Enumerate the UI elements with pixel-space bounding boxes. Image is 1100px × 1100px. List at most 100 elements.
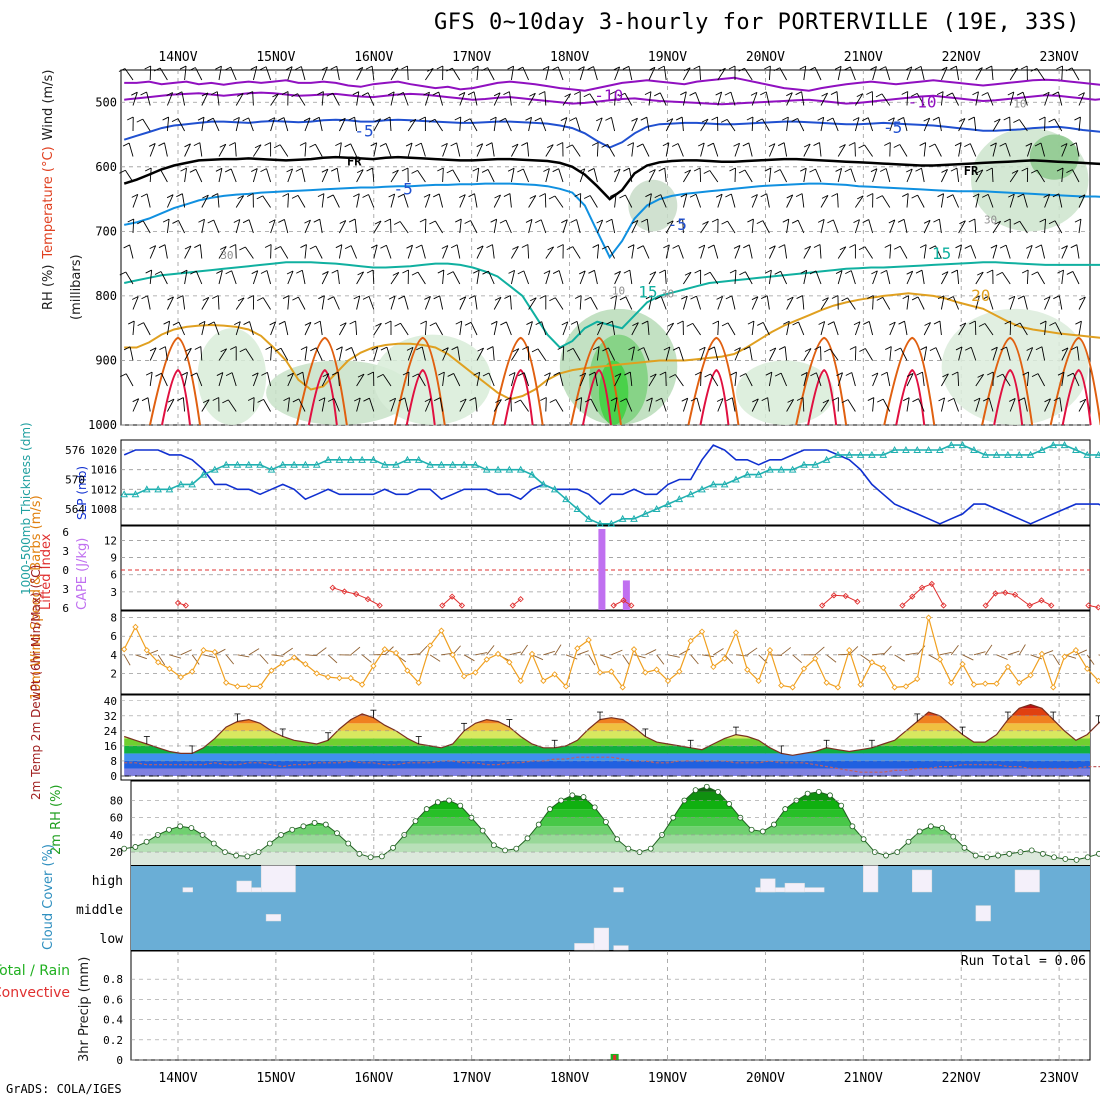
wind-barb	[628, 168, 633, 183]
wind10-marker	[766, 647, 774, 654]
wind-barb-flag	[482, 270, 489, 275]
wind-barb	[665, 142, 670, 157]
wind-barb	[607, 245, 615, 259]
wind-barb-flag	[1039, 218, 1046, 223]
wind-barb	[751, 398, 759, 412]
wind-barb-flag	[286, 270, 294, 275]
wind-barb	[528, 117, 532, 132]
wind-barb-flag	[304, 321, 312, 326]
wind-barb-flag	[591, 142, 599, 146]
wind-barb	[248, 117, 254, 132]
wind-barb	[744, 68, 753, 81]
wind-barb-flag	[693, 65, 700, 70]
wind-barb-flag	[331, 269, 338, 274]
wind-barb-flag	[525, 116, 532, 121]
wind-barb	[594, 372, 598, 387]
wind-barb	[442, 143, 448, 157]
wind-barb-flag	[530, 297, 537, 302]
wind-barb	[373, 346, 379, 361]
wind-barb	[593, 168, 598, 183]
thickness-marker	[358, 455, 366, 463]
wind-barb-flag	[356, 169, 364, 174]
wind-barb-flag	[803, 143, 811, 148]
wind10-barb	[950, 644, 959, 656]
wind-barb-flag	[905, 66, 912, 71]
wind-barb	[1019, 119, 1028, 132]
wind-barb	[235, 321, 241, 336]
wind-barb	[555, 399, 564, 412]
wind-barb-flag	[659, 269, 666, 274]
wind-barb	[767, 397, 770, 412]
wind10-barb	[622, 654, 630, 666]
wind-barb-flag	[180, 167, 187, 172]
wind-barb-flag	[190, 270, 197, 275]
wind-barb	[970, 245, 977, 259]
thickness-marker	[380, 460, 389, 468]
wind-barb-flag	[446, 67, 453, 72]
x-tick-label-top: 14NOV	[158, 50, 197, 65]
wind-barb	[248, 219, 254, 234]
wind-barb	[367, 92, 375, 106]
wind-barb	[847, 297, 856, 310]
wind-barb	[589, 195, 598, 208]
wind-barb	[904, 321, 908, 336]
wind10-marker	[619, 684, 626, 691]
thickness-marker	[664, 500, 672, 508]
wind10-marker	[358, 681, 366, 688]
x-tick-label-bottom: 20NOV	[746, 1071, 785, 1086]
wind-barb	[263, 399, 271, 412]
wind-barb	[786, 321, 790, 336]
wind-barb	[149, 143, 156, 157]
wind-barb-flag	[406, 346, 414, 351]
wind-barb	[700, 142, 705, 157]
wind-barb-flag	[715, 91, 722, 96]
wind10-marker	[438, 627, 445, 634]
wind-barb-flag	[356, 67, 363, 71]
wind-barb	[922, 372, 925, 387]
wind-barb-flag	[761, 295, 768, 300]
wind-barb-flag	[159, 346, 166, 351]
wind-barb	[368, 296, 375, 310]
wind-barb	[321, 271, 329, 285]
wind-barb	[798, 321, 805, 336]
wind-barb	[129, 244, 134, 259]
wind-barb	[713, 346, 719, 361]
wind-barb-flag	[981, 92, 988, 96]
wind10-marker	[642, 669, 649, 676]
wind-barb	[696, 295, 702, 310]
wind-barb-flag	[141, 397, 149, 402]
wind10-barb	[792, 654, 802, 664]
wind-barb-flag	[349, 320, 356, 325]
wind-barb	[287, 397, 290, 412]
wind-barb-flag	[795, 91, 802, 96]
wind-barb-flag	[858, 246, 866, 251]
wind-barb-flag	[416, 346, 423, 351]
wind-barb-flag	[1031, 271, 1038, 276]
wind-barb-flag	[1044, 398, 1051, 403]
wind-barb-flag	[447, 271, 454, 276]
x-tick-label-top: 19NOV	[648, 50, 687, 65]
wind-barb	[442, 167, 444, 183]
wind-barb	[218, 168, 223, 183]
wind-barb-flag	[433, 397, 441, 402]
wind-barb	[1019, 322, 1028, 336]
wind-barb-flag	[1008, 295, 1015, 300]
wind-barb	[625, 398, 633, 412]
wind-barb	[975, 91, 979, 106]
wind-barb	[872, 168, 878, 183]
wind-barb-flag	[393, 221, 401, 225]
wind-barb-flag	[476, 143, 483, 148]
wind-barb-flag	[494, 296, 502, 301]
wind-barb-flag	[374, 118, 381, 123]
wind10-marker	[993, 680, 1000, 687]
wind-barb	[124, 170, 134, 183]
wind-barb-flag	[246, 193, 254, 197]
rh-marker	[289, 826, 296, 833]
wind-barb-flag	[810, 372, 817, 377]
wind10-barb	[316, 647, 327, 656]
lifted-index-marker	[842, 592, 849, 600]
thickness-marker	[686, 490, 695, 498]
x-tick-label-bottom: 19NOV	[648, 1071, 687, 1086]
wind-barb-flag	[557, 244, 564, 248]
wind-barb	[614, 168, 621, 183]
